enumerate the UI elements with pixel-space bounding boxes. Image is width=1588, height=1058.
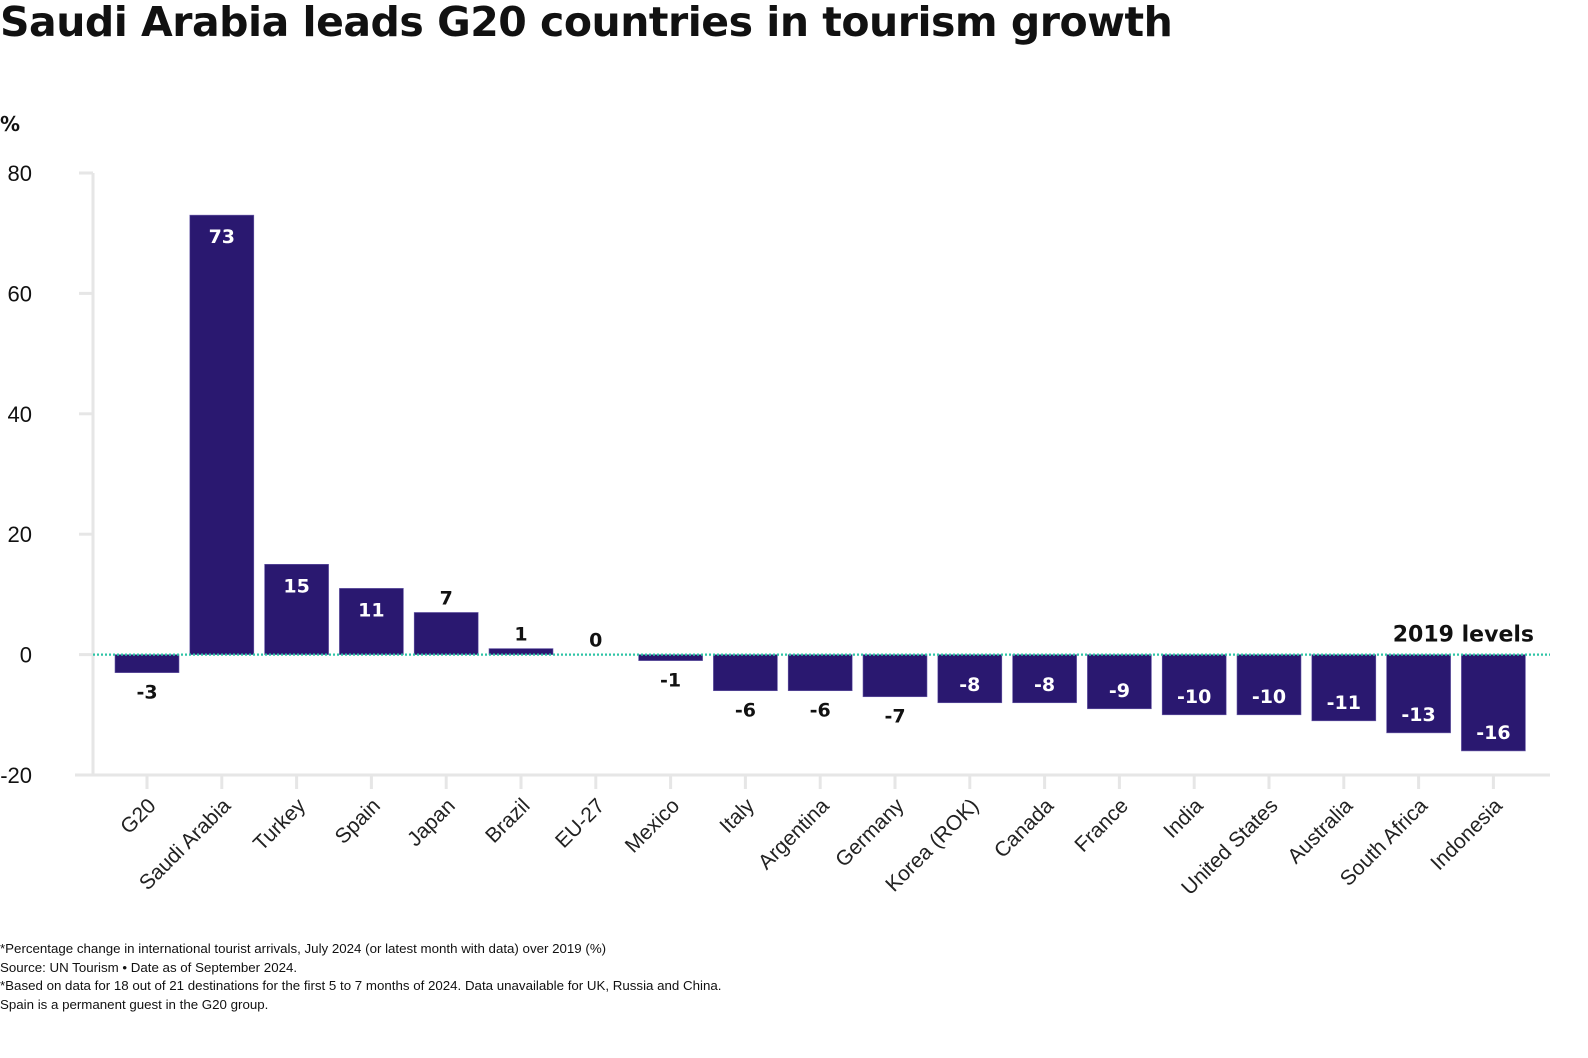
footnote-definition: *Percentage change in international tour… bbox=[0, 941, 607, 956]
bar bbox=[413, 612, 479, 655]
data-label: -16 bbox=[1476, 722, 1510, 744]
data-label: -6 bbox=[735, 700, 756, 722]
x-tick-label: Spain bbox=[331, 794, 385, 848]
bar bbox=[1087, 654, 1152, 710]
data-label: -10 bbox=[1252, 686, 1286, 708]
axes bbox=[75, 171, 1550, 789]
y-tick-label: 80 bbox=[8, 161, 32, 186]
data-label: -10 bbox=[1177, 686, 1211, 708]
data-label: -3 bbox=[136, 682, 157, 704]
bar-chart: 2019 levels -3 73 15 11 7 1 0 -1 -6 -6 -7 -8 -8 -9 -10… bbox=[0, 161, 1550, 900]
chart-title: Saudi Arabia leads G20 countries in tour… bbox=[0, 0, 1173, 46]
x-tick-label: Indonesia bbox=[1426, 794, 1507, 875]
data-label: -7 bbox=[884, 706, 905, 728]
data-label: 11 bbox=[358, 599, 384, 621]
bar bbox=[1386, 654, 1451, 734]
y-tick-label: 60 bbox=[8, 281, 32, 306]
bars bbox=[114, 214, 1526, 752]
bar bbox=[1311, 654, 1377, 722]
data-label: -8 bbox=[959, 674, 980, 696]
data-label: -9 bbox=[1109, 680, 1130, 702]
x-tick-label: Mexico bbox=[621, 794, 684, 857]
data-label: -13 bbox=[1401, 704, 1435, 726]
x-tick-label: EU-27 bbox=[551, 794, 609, 852]
y-tick-labels: 80 60 40 20 0 -20 bbox=[0, 161, 32, 788]
data-label: -6 bbox=[810, 700, 831, 722]
x-tick-label: Turkey bbox=[249, 794, 310, 855]
data-label: 7 bbox=[440, 587, 453, 609]
x-tick-label: Argentina bbox=[754, 794, 834, 874]
reference-line-group: 2019 levels bbox=[93, 623, 1550, 656]
data-label: 73 bbox=[209, 226, 235, 248]
bar bbox=[1236, 654, 1302, 716]
data-label: 15 bbox=[283, 575, 309, 597]
footnotes: *Percentage change in international tour… bbox=[0, 940, 721, 1014]
x-tick-label: Canada bbox=[990, 794, 1059, 863]
x-tick-label: Japan bbox=[403, 794, 460, 851]
bar bbox=[339, 588, 404, 655]
x-tick-label: Australia bbox=[1283, 794, 1357, 868]
data-labels: -3 73 15 11 7 1 0 -1 -6 -6 -7 -8 -8 -9 -10 -10 -11 -13 -16 bbox=[136, 226, 1510, 744]
bar bbox=[114, 654, 180, 673]
bar bbox=[1461, 654, 1526, 752]
y-tick-label: 20 bbox=[8, 522, 32, 547]
data-label: -11 bbox=[1327, 692, 1361, 714]
bar bbox=[713, 654, 778, 692]
y-tick-label: 40 bbox=[8, 402, 32, 427]
reference-line-label: 2019 levels bbox=[1393, 623, 1534, 648]
bar bbox=[1012, 654, 1077, 704]
bar bbox=[937, 654, 1003, 704]
x-tick-label: India bbox=[1159, 794, 1208, 843]
footnote-source: Source: UN Tourism • Date as of Septembe… bbox=[0, 959, 298, 975]
bar bbox=[862, 654, 928, 698]
x-tick-label: Brazil bbox=[481, 794, 534, 847]
data-label: 0 bbox=[589, 630, 602, 652]
bar bbox=[264, 563, 329, 655]
y-tick-label: 0 bbox=[20, 643, 32, 668]
bar bbox=[189, 214, 255, 655]
footnote-spain: Spain is a permanent guest in the G20 gr… bbox=[0, 996, 269, 1012]
data-label: -8 bbox=[1034, 674, 1055, 696]
x-tick-label: Italy bbox=[715, 794, 759, 838]
bar bbox=[787, 654, 853, 692]
y-axis-unit-label: % bbox=[0, 112, 21, 136]
x-tick-label: Germany bbox=[831, 794, 909, 872]
data-label: 1 bbox=[514, 624, 527, 646]
data-label: -1 bbox=[660, 670, 681, 692]
footnote-coverage: *Based on data for 18 out of 21 destinat… bbox=[0, 978, 722, 994]
y-tick-label: -20 bbox=[0, 763, 32, 788]
x-tick-label: France bbox=[1070, 794, 1132, 856]
x-tick-label: G20 bbox=[116, 794, 160, 838]
